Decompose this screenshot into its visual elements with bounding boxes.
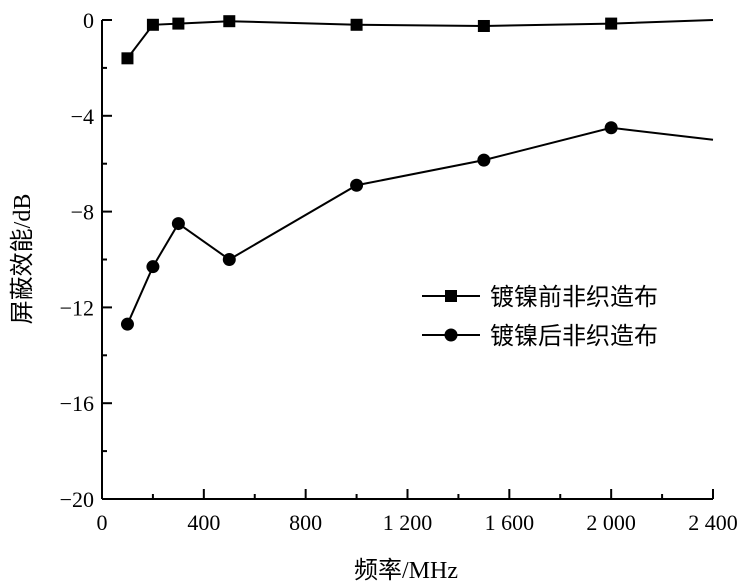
- y-tick-label: −16: [60, 391, 94, 416]
- data-point-square: [477, 19, 490, 32]
- data-point-circle: [171, 217, 185, 231]
- legend-label-series-0: 镀镍前非织造布: [490, 283, 658, 311]
- data-point-square: [605, 17, 618, 30]
- data-point-square: [223, 15, 236, 28]
- x-axis-title-main: 频率: [354, 556, 402, 584]
- y-axis-title-main: 屏蔽效能: [8, 228, 36, 324]
- data-point-circle: [350, 178, 364, 192]
- legend-item-series-1: 镀镍后非织造布: [422, 322, 658, 350]
- axes: [101, 20, 713, 500]
- data-point-circle: [477, 153, 491, 167]
- y-tick-label: −8: [71, 200, 94, 225]
- data-point-circle: [146, 260, 160, 274]
- y-tick-label: 0: [83, 8, 94, 33]
- y-tick-label: −20: [60, 487, 94, 512]
- y-axis-title-unit: /dB: [10, 194, 36, 229]
- series-line-1: [126, 126, 714, 325]
- data-point-square: [172, 17, 185, 30]
- y-tick-label: −12: [60, 295, 94, 320]
- data-point-circle: [222, 253, 236, 266]
- y-axis-title: 屏蔽效能/dB: [8, 194, 36, 325]
- data-point-square: [146, 18, 159, 31]
- x-tick-label: 0: [97, 510, 108, 535]
- series-line-0: [126, 19, 714, 59]
- legend-marker-circle: [444, 328, 458, 342]
- data-point-square: [121, 52, 134, 65]
- x-axis-title: 频率/MHz: [354, 556, 458, 584]
- ticks: 0 400 800 1 200 1 600 2 000 2 400 0 −4 −8 −12 −16 −2…: [60, 8, 738, 535]
- legend-label-series-1: 镀镍后非织造布: [490, 322, 658, 350]
- series-layer: [120, 15, 714, 331]
- x-tick-label: 1 200: [383, 510, 433, 535]
- x-tick-label: 400: [187, 510, 220, 535]
- data-point-square: [350, 18, 363, 31]
- x-tick-label: 2 400: [688, 510, 738, 535]
- x-tick-label: 2 000: [586, 510, 636, 535]
- data-point-circle: [604, 121, 618, 135]
- x-tick-label: 1 600: [485, 510, 535, 535]
- legend-item-series-0: 镀镍前非织造布: [422, 283, 658, 311]
- x-axis-title-unit: /MHz: [402, 558, 458, 584]
- data-point-circle: [120, 317, 134, 331]
- x-tick-label: 800: [289, 510, 322, 535]
- y-tick-label: −4: [71, 104, 94, 129]
- legend-marker-square: [445, 290, 457, 302]
- legend: 镀镍前非织造布 镀镍后非织造布: [422, 283, 658, 350]
